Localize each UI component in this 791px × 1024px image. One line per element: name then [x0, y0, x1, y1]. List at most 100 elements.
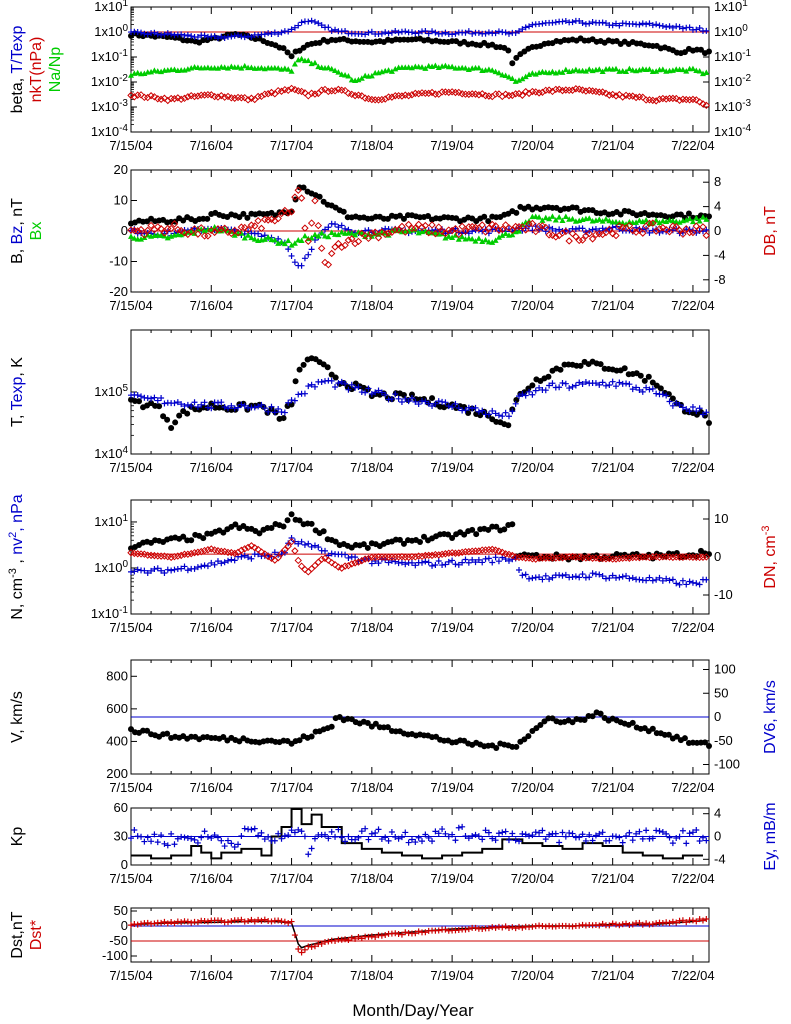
- data-point: [408, 91, 416, 99]
- data-point: [455, 824, 462, 831]
- data-point: [626, 575, 633, 582]
- data-point: [378, 95, 386, 104]
- data-point: [586, 20, 593, 27]
- series-db: [127, 186, 711, 269]
- data-point: [180, 94, 189, 103]
- data-point: [559, 572, 566, 579]
- data-point: [297, 194, 306, 202]
- data-point: [673, 218, 680, 224]
- data-point: [576, 834, 583, 841]
- data-point: [218, 33, 225, 40]
- data-point: [190, 548, 199, 557]
- data-point: [473, 531, 480, 538]
- data-point: [398, 399, 405, 406]
- data-point: [371, 553, 379, 562]
- data-point: [596, 381, 603, 388]
- data-point: [582, 379, 589, 386]
- data-point: [174, 552, 182, 560]
- data-point: [318, 229, 325, 236]
- data-point: [361, 555, 369, 563]
- data-point: [478, 221, 486, 229]
- data-point: [281, 240, 288, 247]
- data-point: [128, 72, 134, 78]
- data-point: [676, 833, 683, 840]
- data-point: [599, 68, 606, 75]
- data-point: [558, 86, 567, 95]
- data-point: [676, 401, 683, 408]
- data-point: [569, 19, 576, 26]
- data-point: [228, 840, 235, 847]
- data-point: [656, 828, 663, 835]
- data-point: [459, 823, 466, 830]
- data-point: [646, 66, 653, 72]
- data-point: [639, 229, 647, 237]
- data-point: [228, 402, 235, 409]
- data-point: [305, 251, 312, 258]
- data-point: [301, 565, 309, 574]
- data-point: [485, 224, 493, 232]
- data-point: [295, 540, 302, 547]
- data-point: [318, 22, 325, 29]
- data-point: [419, 838, 426, 845]
- data-point: [448, 226, 456, 235]
- data-point: [689, 829, 696, 836]
- data-point: [316, 193, 323, 200]
- x-tick-label: 7/15/04: [109, 780, 152, 795]
- data-point: [549, 213, 556, 219]
- data-point: [629, 837, 636, 844]
- x-tick-label: 7/22/04: [671, 871, 714, 886]
- data-point: [204, 918, 211, 925]
- data-point: [617, 211, 624, 218]
- data-point: [556, 839, 563, 846]
- data-point: [328, 828, 335, 835]
- data-point: [378, 228, 386, 236]
- data-point: [516, 567, 523, 574]
- data-point: [138, 920, 145, 927]
- data-point: [398, 931, 405, 938]
- y2-tick-label: 4: [714, 199, 721, 214]
- data-point: [388, 557, 395, 564]
- data-point: [134, 28, 141, 35]
- data-point: [549, 225, 556, 232]
- x-tick-label: 7/21/04: [591, 460, 634, 475]
- data-point: [352, 231, 359, 238]
- x-tick-label: 7/18/04: [350, 780, 393, 795]
- series-nkt: [127, 84, 711, 110]
- data-point: [629, 386, 636, 393]
- data-point: [597, 361, 604, 368]
- data-point: [621, 365, 628, 372]
- data-point: [342, 551, 349, 558]
- data-point: [322, 226, 329, 233]
- data-point: [653, 68, 660, 74]
- data-point: [167, 224, 175, 233]
- data-point: [268, 524, 275, 531]
- data-point: [184, 31, 191, 38]
- data-point: [649, 552, 657, 561]
- data-point: [305, 18, 312, 25]
- data-point: [619, 573, 626, 580]
- data-point: [606, 837, 613, 844]
- data-point: [294, 186, 302, 194]
- data-point: [335, 69, 342, 75]
- data-point: [228, 918, 235, 925]
- data-point: [562, 571, 569, 578]
- data-point: [281, 409, 288, 416]
- data-point: [432, 29, 439, 36]
- x-tick-label: 7/20/04: [511, 871, 554, 886]
- data-point: [655, 553, 664, 562]
- data-point: [461, 531, 468, 538]
- data-point: [271, 29, 278, 36]
- data-point: [291, 547, 299, 555]
- panel-1: 7/15/04 7/16/04 7/17/04 7/18/04 7/19/04 7/20/…: [9, 0, 752, 153]
- data-point: [602, 20, 609, 27]
- data-point: [656, 574, 663, 581]
- data-point: [643, 384, 650, 391]
- data-point: [220, 733, 227, 740]
- data-point: [378, 932, 385, 939]
- data-point: [581, 716, 588, 723]
- data-point: [472, 404, 479, 411]
- data-point: [258, 917, 265, 924]
- data-point: [552, 830, 559, 837]
- data-point: [659, 829, 666, 836]
- data-point: [275, 65, 282, 71]
